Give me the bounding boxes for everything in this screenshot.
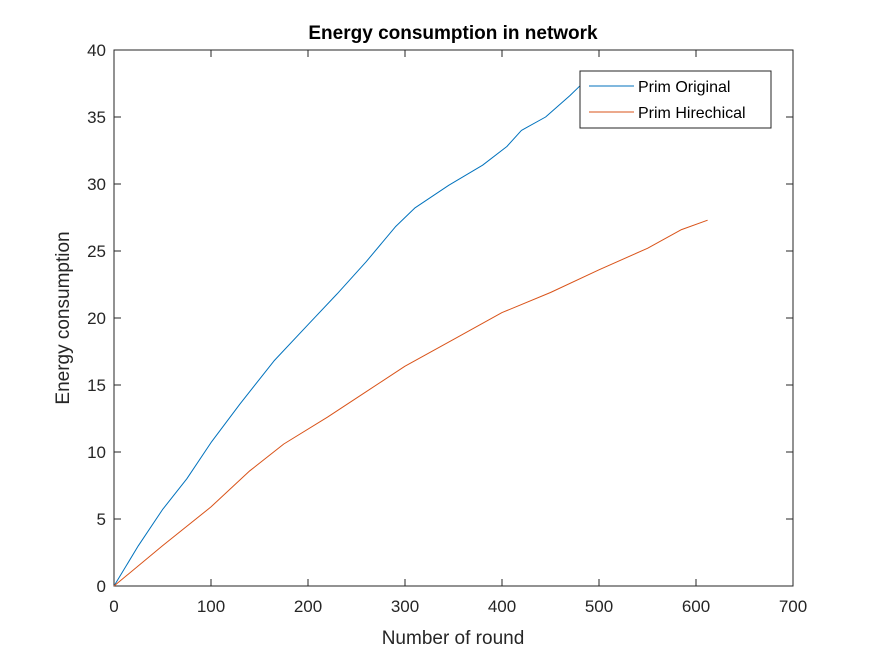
y-tick-label: 10 [87, 443, 106, 462]
y-axis-label: Energy consumption [53, 231, 74, 404]
series-line-prim-hirechical [113, 219, 708, 587]
y-tick-label: 15 [87, 376, 106, 395]
y-tick-label: 35 [87, 108, 106, 127]
plot-area [113, 49, 794, 587]
chart-title: Energy consumption in network [308, 23, 598, 44]
x-tick-label: 300 [391, 597, 419, 616]
y-tick-label: 40 [87, 41, 106, 60]
x-tick-label: 600 [682, 597, 710, 616]
series-line-prim-original [113, 83, 584, 587]
x-axis-label: Number of round [382, 628, 525, 649]
x-tick-label: 700 [779, 597, 807, 616]
y-tick-label: 20 [87, 309, 106, 328]
y-tick-label: 0 [97, 577, 106, 596]
x-tick-label: 400 [488, 597, 516, 616]
y-tick-label: 30 [87, 175, 106, 194]
legend: Prim Original Prim Hirechical [579, 70, 772, 129]
x-tick-label: 200 [294, 597, 322, 616]
legend-label-prim-hirechical: Prim Hirechical [638, 105, 746, 122]
legend-box [579, 70, 772, 129]
x-tick-label: 500 [585, 597, 613, 616]
legend-label-prim-original: Prim Original [638, 79, 730, 96]
x-tick-label: 0 [109, 597, 118, 616]
y-tick-label: 5 [97, 510, 106, 529]
y-axis: 0 5 10 15 20 25 30 35 40 [87, 41, 793, 596]
y-tick-label: 25 [87, 242, 106, 261]
series-layer [113, 83, 708, 587]
x-tick-label: 100 [197, 597, 225, 616]
x-axis: 0 100 200 300 400 500 600 700 [109, 50, 807, 616]
